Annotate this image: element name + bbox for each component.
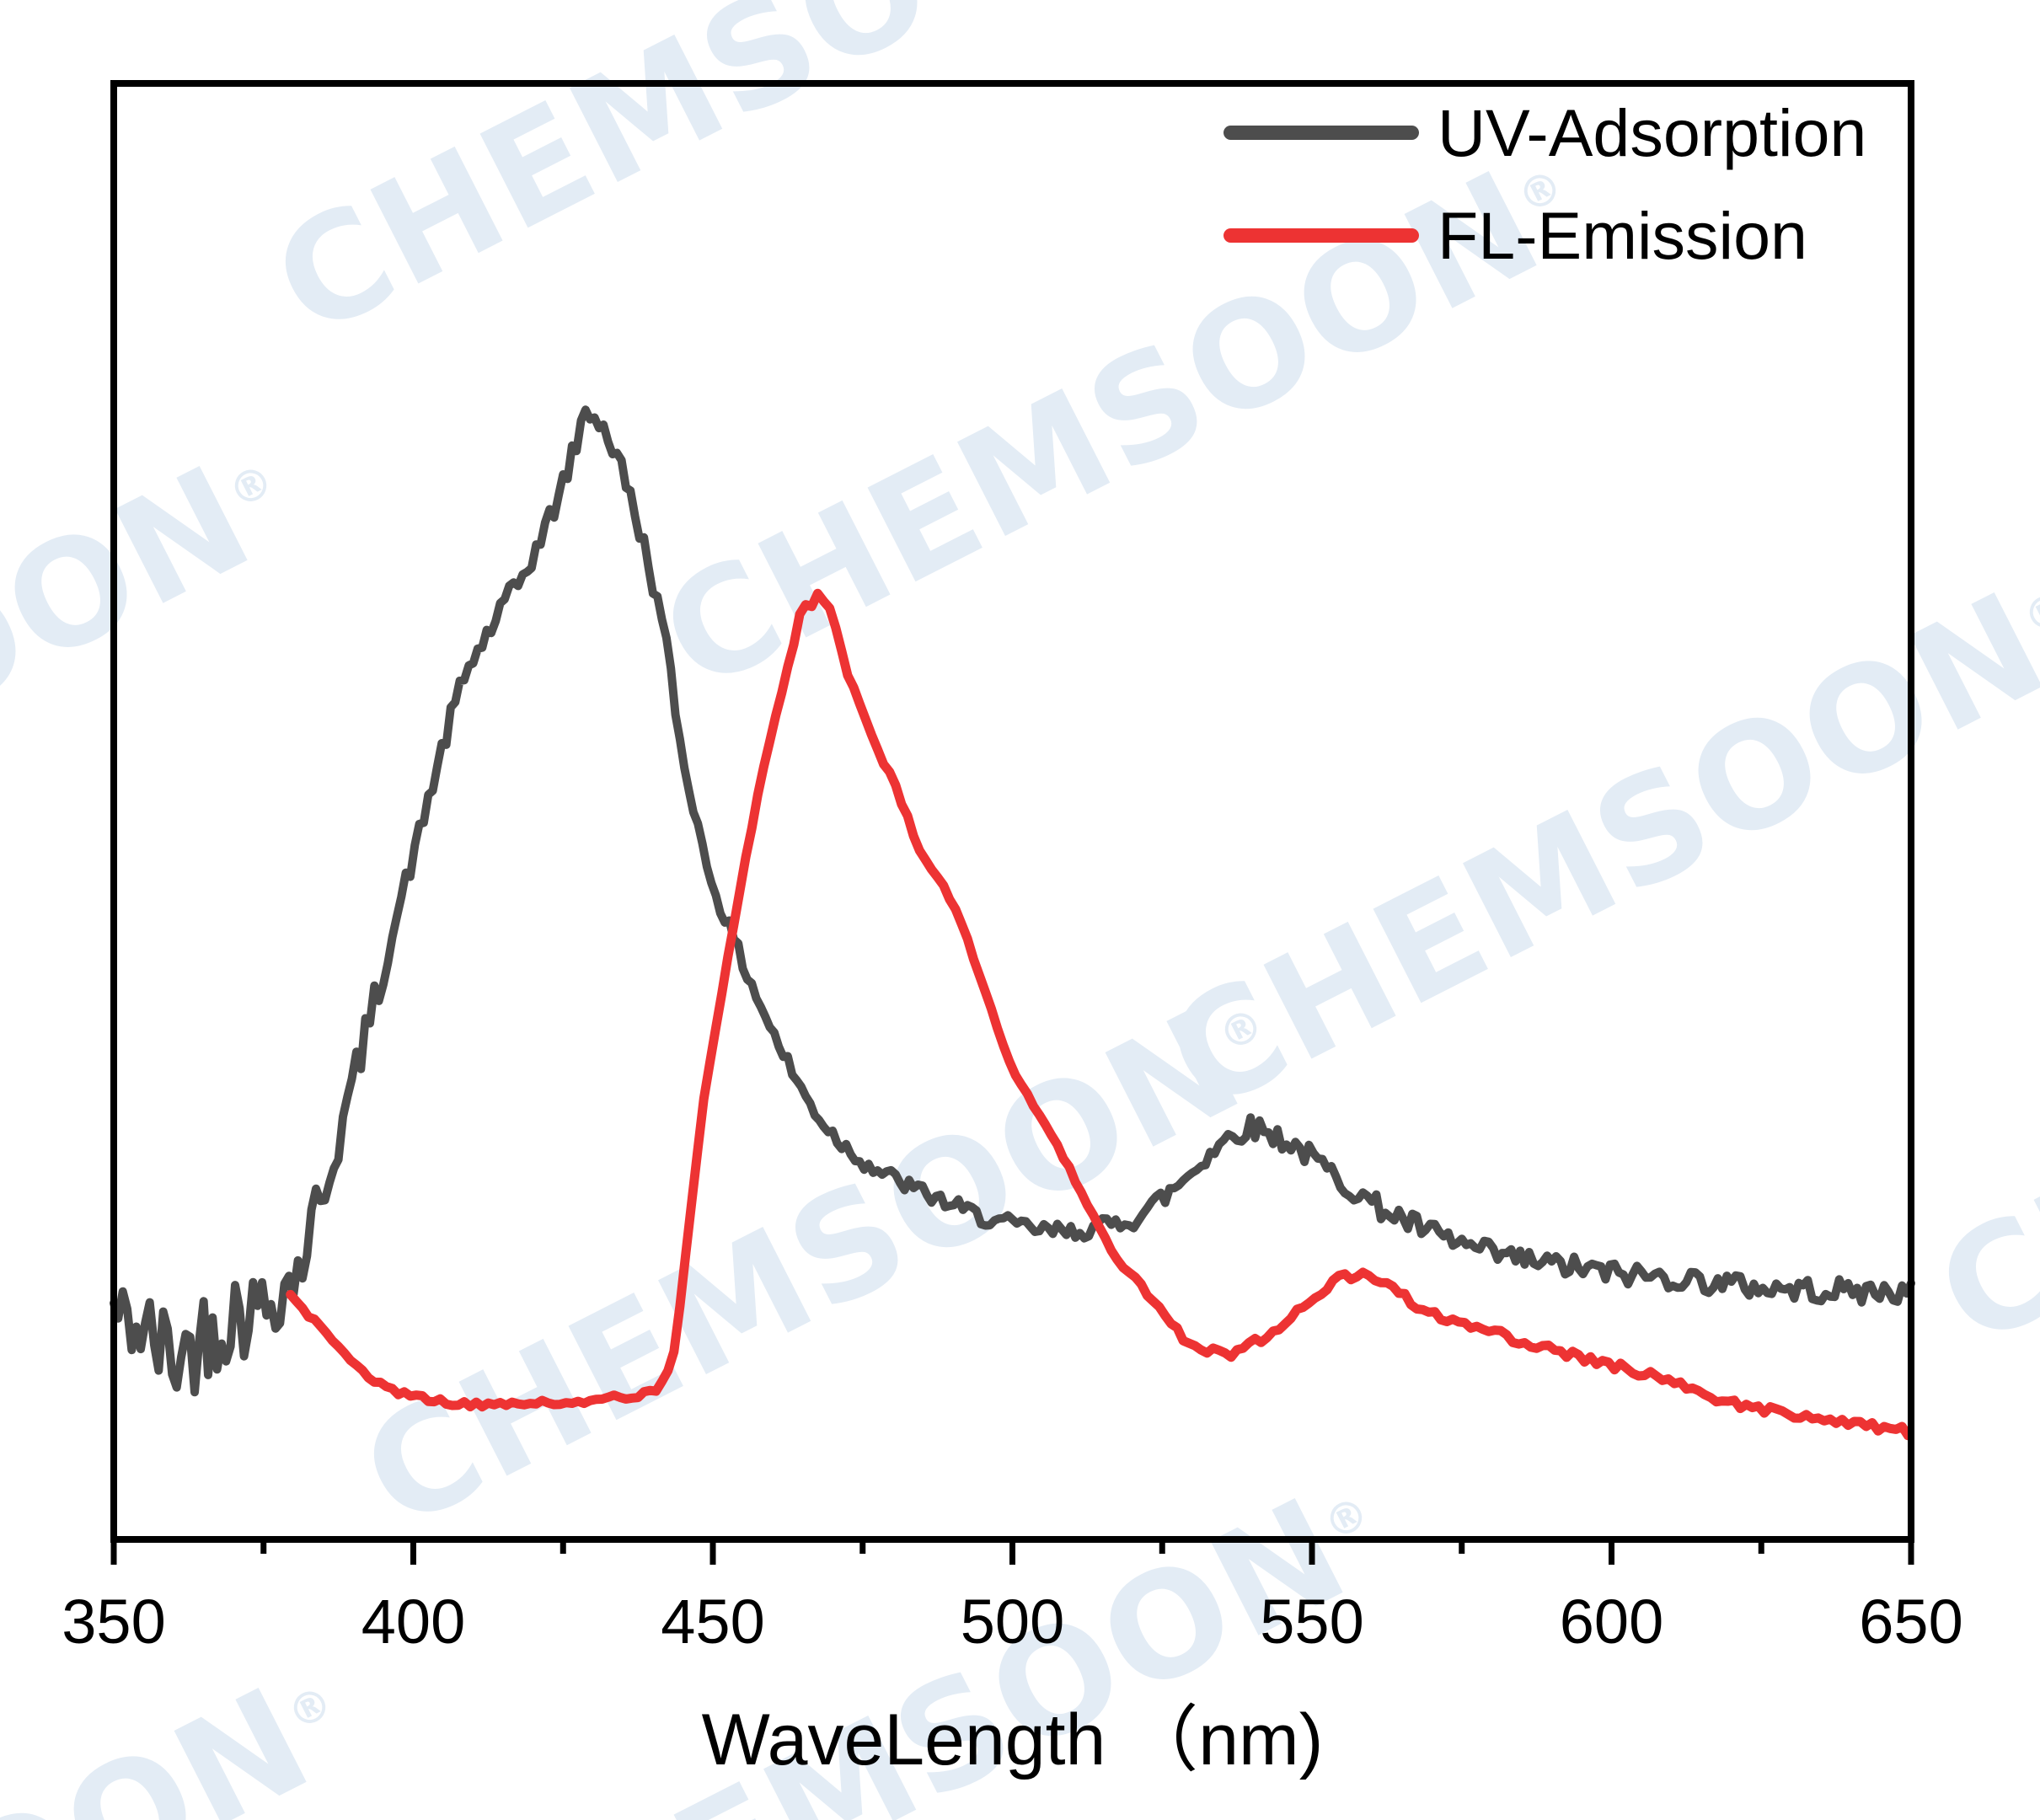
x-axis-tick-label: 650 [1859, 1587, 1962, 1657]
fl-emission-curve [286, 588, 1913, 1441]
legend: UV-Adsorption FL-Emission [1223, 81, 1866, 286]
legend-item-uv-adsorption: UV-Adsorption [1223, 81, 1866, 184]
fl-emission-line-swatch [1223, 228, 1419, 243]
x-axis-tick-label: 450 [661, 1587, 764, 1657]
plot-frame [110, 80, 1914, 1543]
x-axis-tick-label: 550 [1260, 1587, 1363, 1657]
legend-item-fl-emission: FL-Emission [1223, 184, 1866, 286]
x-axis-title: WaveLength （nm) [701, 1700, 1324, 1780]
uv-adsorption-legend-label: UV-Adsorption [1438, 94, 1867, 170]
x-axis-tick-label: 600 [1560, 1587, 1663, 1657]
uv-adsorption-line-swatch [1223, 125, 1419, 140]
uv-adsorption-curve [110, 405, 1915, 1397]
x-axis-tick-label: 500 [961, 1587, 1064, 1657]
fl-emission-legend-label: FL-Emission [1438, 197, 1807, 273]
x-axis-tick-label: 350 [62, 1587, 165, 1657]
x-axis-tick-label: 400 [361, 1587, 465, 1657]
